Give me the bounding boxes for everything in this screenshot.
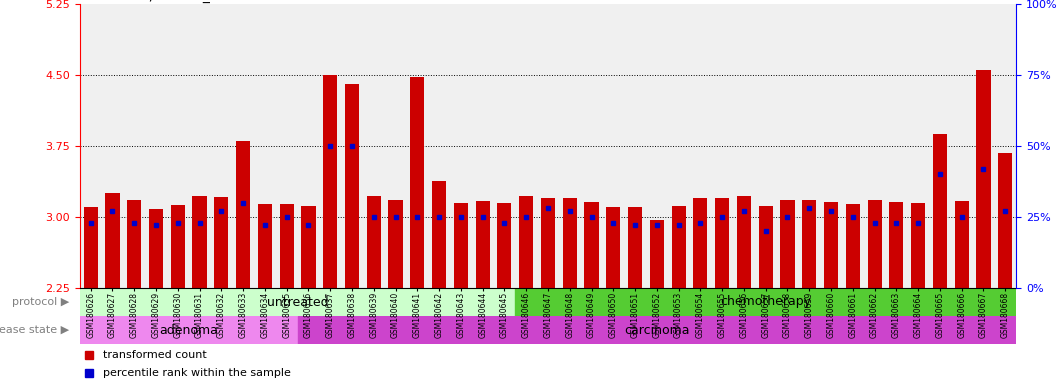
Bar xyxy=(411,77,425,288)
Bar xyxy=(453,203,468,288)
Bar xyxy=(890,202,903,288)
Text: adenoma: adenoma xyxy=(160,323,218,336)
Bar xyxy=(759,205,772,288)
Bar xyxy=(128,200,142,288)
Bar xyxy=(84,207,98,288)
Bar xyxy=(846,204,860,288)
Bar xyxy=(954,201,968,288)
Bar xyxy=(170,205,185,288)
Bar xyxy=(476,201,489,288)
Bar xyxy=(257,204,272,288)
Bar xyxy=(628,207,643,288)
Bar xyxy=(977,70,991,288)
Bar xyxy=(149,209,163,288)
Bar xyxy=(214,197,229,288)
Bar xyxy=(606,207,620,288)
Text: protocol ▶: protocol ▶ xyxy=(12,297,69,307)
Bar xyxy=(519,196,533,288)
Bar xyxy=(715,198,729,288)
Bar xyxy=(301,205,316,288)
Bar xyxy=(650,220,664,288)
Bar xyxy=(694,198,708,288)
Bar xyxy=(737,196,751,288)
Text: percentile rank within the sample: percentile rank within the sample xyxy=(103,368,292,378)
Bar xyxy=(367,196,381,288)
Bar xyxy=(515,288,1016,316)
Bar xyxy=(388,200,402,288)
Bar xyxy=(280,204,294,288)
Bar xyxy=(933,134,947,288)
Bar xyxy=(193,196,206,288)
Bar xyxy=(824,202,838,288)
Text: carcinoma: carcinoma xyxy=(625,323,689,336)
Bar xyxy=(80,316,298,344)
Bar xyxy=(105,193,119,288)
Bar xyxy=(671,205,685,288)
Text: disease state ▶: disease state ▶ xyxy=(0,325,69,335)
Bar xyxy=(867,200,882,288)
Bar xyxy=(541,198,555,288)
Bar xyxy=(563,198,577,288)
Bar xyxy=(802,200,816,288)
Bar xyxy=(432,181,446,288)
Bar xyxy=(780,200,795,288)
Bar xyxy=(80,288,515,316)
Bar xyxy=(998,152,1012,288)
Bar xyxy=(323,75,337,288)
Bar xyxy=(298,316,1016,344)
Text: untreated: untreated xyxy=(267,296,329,308)
Bar xyxy=(345,84,359,288)
Bar xyxy=(497,203,512,288)
Text: GDS2785 / 39608_at: GDS2785 / 39608_at xyxy=(80,0,223,3)
Bar xyxy=(911,203,926,288)
Bar xyxy=(236,141,250,288)
Text: transformed count: transformed count xyxy=(103,350,207,360)
Text: chemotherapy: chemotherapy xyxy=(720,296,811,308)
Bar xyxy=(584,202,599,288)
